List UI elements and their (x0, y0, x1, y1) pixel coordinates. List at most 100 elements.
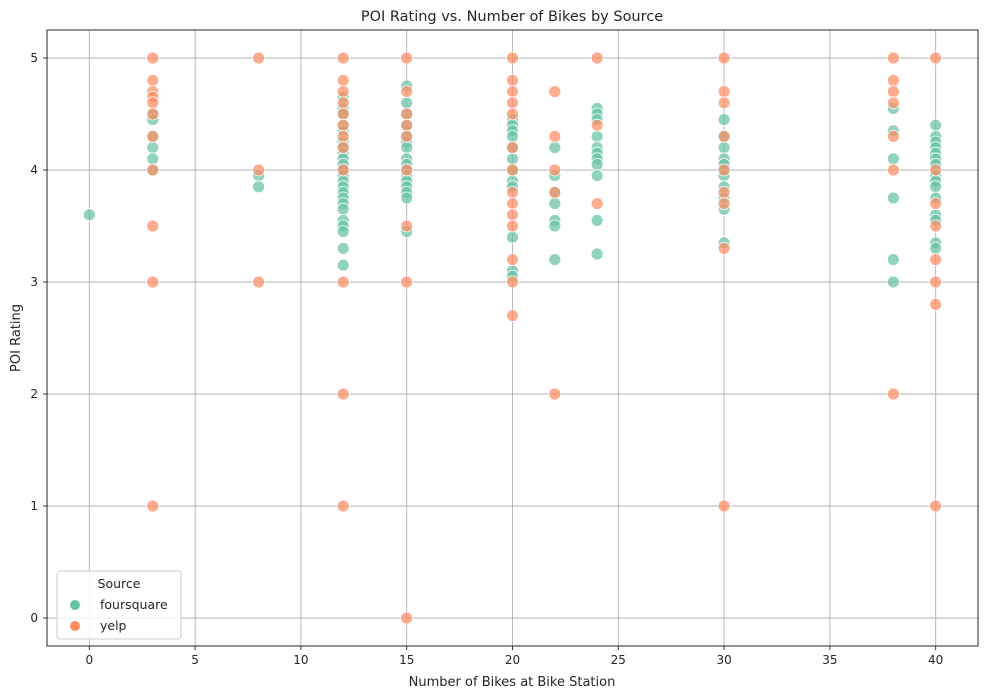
legend-marker-yelp (70, 621, 80, 631)
x-axis-ticks: 0 5 10 15 20 25 30 35 40 (85, 646, 943, 667)
legend-box (56, 570, 182, 640)
data-point-yelp (336, 129, 350, 143)
data-point-yelp (886, 74, 900, 87)
data-point-yelp (717, 85, 731, 98)
data-point-yelp (336, 499, 350, 513)
data-point-yelp (336, 96, 350, 110)
x-tick-label: 40 (928, 653, 943, 667)
data-point-yelp (590, 197, 604, 211)
y-tick-label: 1 (30, 499, 38, 513)
data-point-yelp (336, 387, 350, 401)
data-point-yelp (400, 611, 414, 625)
data-point-yelp (506, 253, 519, 267)
data-point-yelp (146, 163, 160, 177)
data-point-foursquare (886, 152, 900, 166)
data-point-foursquare (717, 141, 731, 155)
y-tick-label: 0 (30, 611, 38, 625)
data-point-yelp (252, 275, 265, 289)
data-point-foursquare (590, 129, 604, 143)
x-tick-label: 20 (505, 653, 520, 667)
data-point-yelp (590, 51, 604, 65)
data-point-yelp (886, 163, 900, 177)
data-point-yelp (336, 118, 350, 132)
data-point-foursquare (252, 180, 265, 194)
data-point-foursquare (929, 118, 943, 132)
data-point-foursquare (400, 141, 414, 155)
data-point-foursquare (590, 247, 604, 261)
data-point-foursquare (400, 191, 414, 205)
data-point-yelp (506, 208, 519, 222)
data-point-foursquare (590, 169, 604, 183)
data-point-yelp (590, 118, 604, 132)
data-point-yelp (400, 107, 414, 121)
data-point-yelp (886, 387, 900, 401)
data-point-foursquare (82, 208, 96, 222)
data-point-yelp (146, 74, 160, 87)
legend-marker-foursquare (70, 600, 80, 610)
data-point-yelp (146, 275, 160, 289)
data-point-yelp (886, 129, 900, 143)
legend-entry-foursquare: foursquare (100, 597, 168, 612)
data-point-yelp (506, 163, 519, 177)
data-point-foursquare (886, 275, 900, 289)
data-point-foursquare (506, 152, 519, 166)
data-point-yelp (252, 51, 265, 65)
data-point-yelp (717, 96, 731, 110)
data-point-yelp (929, 297, 943, 311)
data-point-yelp (717, 197, 731, 211)
data-point-foursquare (336, 202, 350, 216)
y-tick-label: 5 (30, 51, 38, 65)
data-point-yelp (336, 275, 350, 289)
data-points (82, 51, 943, 625)
data-point-yelp (506, 96, 519, 110)
x-tick-label: 35 (822, 653, 837, 667)
data-point-foursquare (717, 113, 731, 126)
data-point-yelp (886, 85, 900, 98)
data-point-yelp (929, 219, 943, 233)
x-tick-label: 10 (293, 653, 308, 667)
data-point-yelp (929, 253, 943, 267)
y-tick-label: 4 (30, 163, 38, 177)
data-point-yelp (400, 51, 414, 65)
data-point-foursquare (336, 225, 350, 239)
data-point-yelp (400, 85, 414, 98)
legend-entry-yelp: yelp (100, 618, 127, 633)
data-point-yelp (146, 499, 160, 513)
x-tick-label: 15 (399, 653, 414, 667)
data-point-yelp (506, 74, 519, 87)
data-point-yelp (717, 185, 731, 199)
data-point-yelp (506, 219, 519, 233)
data-point-foursquare (590, 213, 604, 227)
y-axis-ticks: 0 1 2 3 4 5 (30, 51, 47, 625)
data-point-foursquare (886, 191, 900, 205)
data-point-yelp (548, 129, 562, 143)
data-point-yelp (146, 96, 160, 110)
data-point-yelp (400, 118, 414, 132)
legend-title: Source (98, 576, 141, 591)
data-point-yelp (336, 163, 350, 177)
data-point-yelp (336, 74, 350, 87)
data-point-yelp (548, 85, 562, 98)
data-point-yelp (929, 197, 943, 211)
data-point-yelp (929, 275, 943, 289)
data-point-yelp (506, 141, 519, 155)
data-point-yelp (336, 107, 350, 121)
legend: Source foursquare yelp (56, 570, 182, 640)
data-point-yelp (400, 163, 414, 177)
data-point-foursquare (146, 141, 160, 155)
data-point-foursquare (590, 157, 604, 171)
data-point-foursquare (548, 219, 562, 233)
x-tick-label: 30 (716, 653, 731, 667)
data-point-yelp (506, 309, 519, 323)
data-point-yelp (400, 275, 414, 289)
data-point-yelp (548, 163, 562, 177)
data-point-yelp (506, 85, 519, 98)
data-point-foursquare (548, 197, 562, 211)
data-point-yelp (506, 275, 519, 289)
x-axis-label: Number of Bikes at Bike Station (409, 675, 616, 690)
data-point-yelp (717, 499, 731, 513)
data-point-yelp (400, 219, 414, 233)
data-point-yelp (146, 219, 160, 233)
data-point-yelp (548, 387, 562, 401)
